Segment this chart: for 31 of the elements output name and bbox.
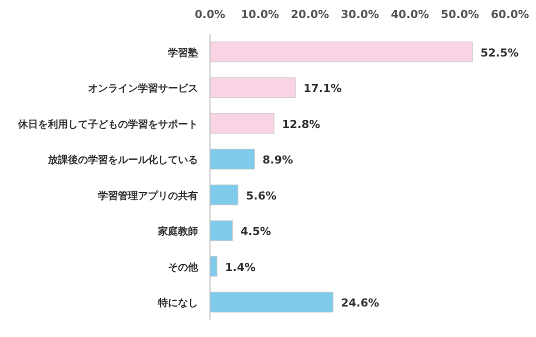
data-label: 1.4% [225,260,256,274]
x-tick-label: 30.0% [340,8,380,21]
x-tick-label: 0.0% [194,8,226,21]
x-tick-label: 60.0% [490,8,530,21]
y-tick-label: 休日を利用して子どもの学習をサポート [17,118,198,130]
y-tick-label: 学習塾 [168,46,198,59]
y-tick-label: オンライン学習サービス [88,82,198,95]
data-label: 17.1% [304,82,342,96]
y-tick-label: 特になし [157,297,198,310]
data-label: 5.6% [246,189,277,202]
bar [210,77,296,98]
bar [210,184,238,206]
bar [210,113,274,134]
data-label: 4.5% [240,225,272,238]
data-label: 24.6% [341,296,380,310]
y-tick-label: 家庭教師 [157,226,198,238]
bar [210,220,233,241]
x-tick-label: 40.0% [390,8,430,21]
bar [210,292,334,312]
data-label: 8.9% [262,154,294,167]
x-tick-label: 20.0% [290,8,330,21]
x-tick-label: 10.0% [240,8,280,21]
bar [210,148,255,170]
y-tick-label: 放課後の学習をルール化している [47,154,198,166]
bar [210,256,218,277]
x-tick-label: 50.0% [440,8,480,21]
y-tick-label: その他 [168,261,199,274]
data-label: 52.5% [480,46,519,60]
data-label: 12.8% [282,118,320,131]
bar [210,42,473,62]
y-tick-label: 学習管理アプリの共有 [98,190,198,202]
